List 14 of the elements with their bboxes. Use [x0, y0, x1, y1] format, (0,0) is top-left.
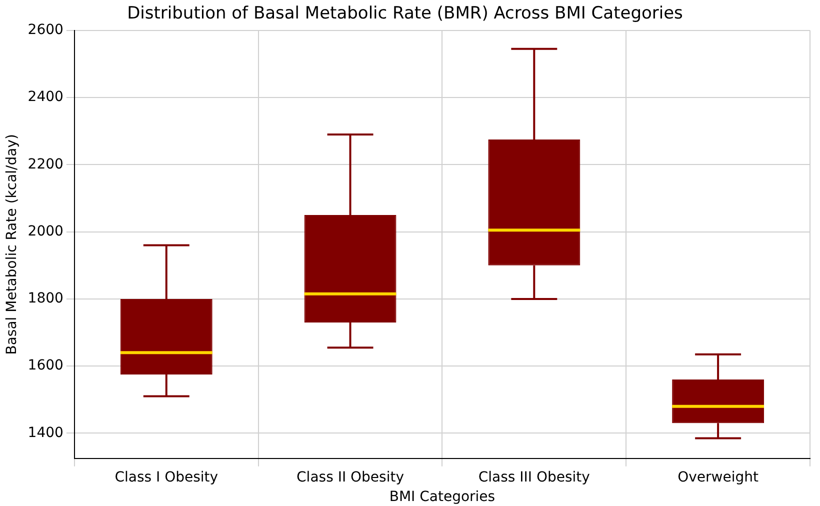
- chart-title: Distribution of Basal Metabolic Rate (BMR) Across BMI Categories: [127, 4, 684, 24]
- y-tick-label: 1800: [28, 290, 64, 307]
- x-tick-label: Class II Obesity: [296, 469, 404, 486]
- y-tick-label: 2400: [28, 89, 64, 106]
- y-tick-label: 2200: [28, 156, 64, 172]
- y-axis-title: Basal Metabolic Rate (kcal/day): [4, 134, 20, 355]
- x-tick-label: Overweight: [678, 469, 759, 486]
- x-tick-label: Class III Obesity: [478, 469, 590, 486]
- x-axis-title: BMI Categories: [389, 489, 496, 506]
- y-tick-label: 2000: [28, 223, 64, 240]
- y-tick-label: 1400: [28, 424, 64, 441]
- x-tick-label: Class I Obesity: [114, 469, 218, 486]
- y-tick-label: 1600: [28, 358, 64, 374]
- y-tick-label: 2600: [28, 22, 64, 38]
